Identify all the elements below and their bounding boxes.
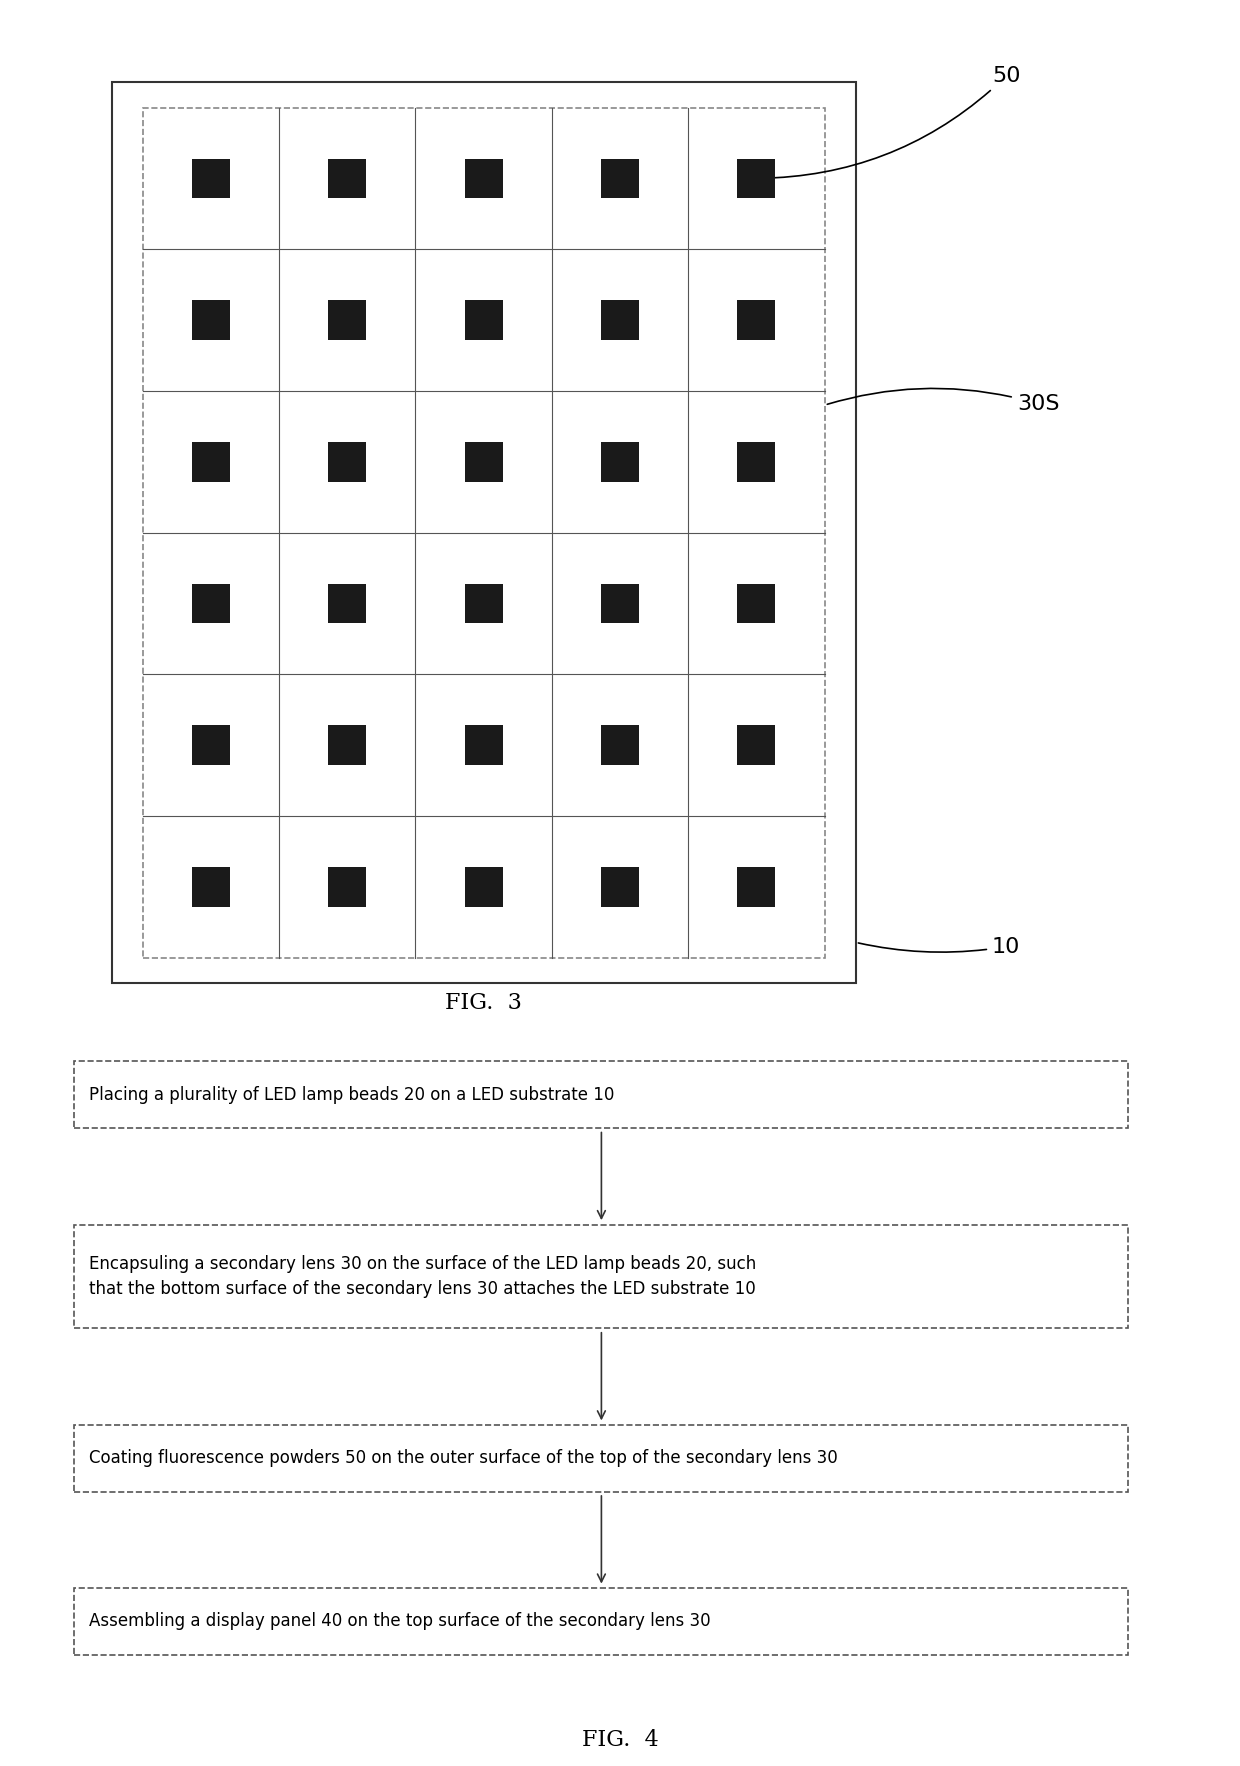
Bar <box>738 867 775 906</box>
Bar <box>601 583 639 623</box>
FancyBboxPatch shape <box>74 1061 1128 1128</box>
Bar <box>329 442 366 482</box>
Text: 50: 50 <box>759 65 1021 178</box>
Bar <box>601 159 639 198</box>
Bar <box>192 583 229 623</box>
Bar <box>329 159 366 198</box>
Bar <box>192 300 229 339</box>
Bar <box>329 583 366 623</box>
Bar <box>738 726 775 765</box>
Bar <box>465 867 502 906</box>
Text: Placing a plurality of LED lamp beads 20 on a LED substrate 10: Placing a plurality of LED lamp beads 20… <box>89 1086 615 1104</box>
Bar <box>601 726 639 765</box>
Bar <box>192 442 229 482</box>
Text: FIG.  3: FIG. 3 <box>445 992 522 1014</box>
Text: Coating fluorescence powders 50 on the outer surface of the top of the secondary: Coating fluorescence powders 50 on the o… <box>89 1450 838 1468</box>
Text: 30S: 30S <box>827 389 1059 413</box>
Bar <box>329 867 366 906</box>
Bar <box>601 442 639 482</box>
FancyBboxPatch shape <box>74 1224 1128 1328</box>
Bar <box>601 867 639 906</box>
Bar <box>192 867 229 906</box>
Bar <box>465 300 502 339</box>
Bar <box>465 583 502 623</box>
Text: FIG.  4: FIG. 4 <box>582 1729 658 1752</box>
Bar <box>112 81 856 984</box>
Text: Assembling a display panel 40 on the top surface of the secondary lens 30: Assembling a display panel 40 on the top… <box>89 1612 711 1630</box>
Bar <box>465 726 502 765</box>
Bar <box>143 108 825 957</box>
Bar <box>738 159 775 198</box>
Bar <box>329 726 366 765</box>
Bar <box>738 583 775 623</box>
FancyBboxPatch shape <box>74 1425 1128 1492</box>
Bar <box>465 159 502 198</box>
Bar <box>329 300 366 339</box>
Text: Encapsuling a secondary lens 30 on the surface of the LED lamp beads 20, such
th: Encapsuling a secondary lens 30 on the s… <box>89 1256 756 1298</box>
FancyBboxPatch shape <box>74 1588 1128 1655</box>
Bar <box>738 442 775 482</box>
Bar <box>192 159 229 198</box>
Bar <box>192 726 229 765</box>
Text: 10: 10 <box>858 936 1021 957</box>
Bar <box>465 442 502 482</box>
Bar <box>738 300 775 339</box>
Bar <box>601 300 639 339</box>
